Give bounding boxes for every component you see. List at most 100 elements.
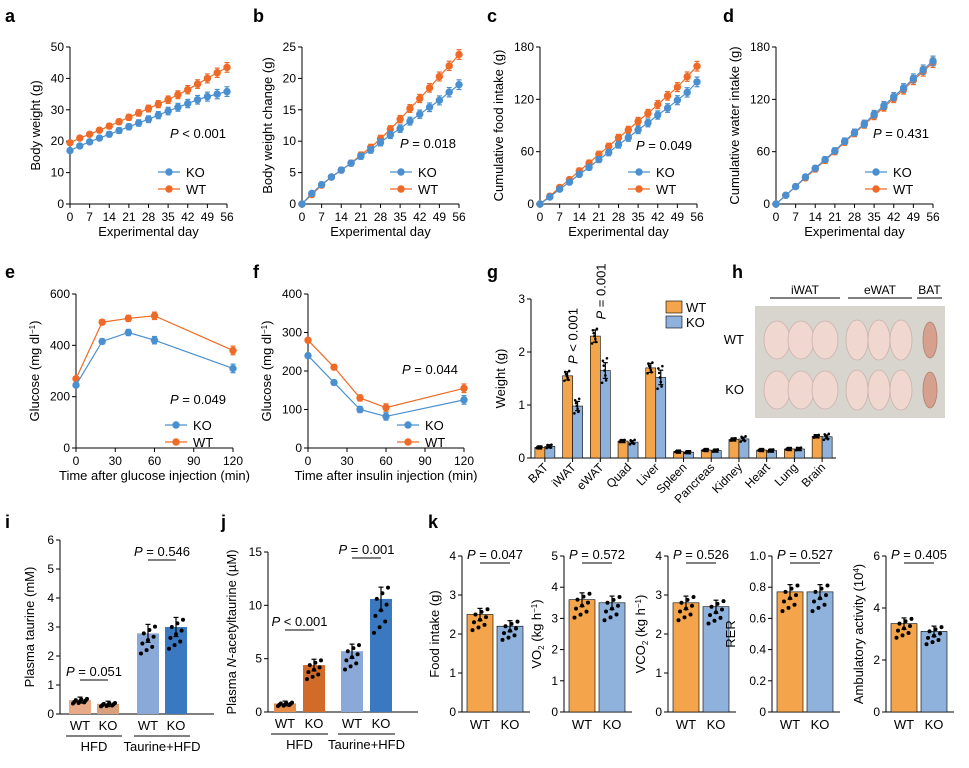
individual-point <box>290 700 294 705</box>
individual-point <box>563 379 566 383</box>
data-point-ko <box>654 111 662 119</box>
y-tick-label: 50 <box>51 40 65 54</box>
p-value: = 0.431 <box>882 126 929 141</box>
individual-point <box>144 648 149 653</box>
p-symbol: P <box>566 355 581 364</box>
individual-point <box>788 596 792 601</box>
data-point-wt <box>72 375 80 383</box>
individual-point <box>678 609 682 614</box>
individual-point <box>383 619 388 624</box>
individual-point <box>319 658 323 663</box>
individual-point <box>628 443 632 446</box>
individual-point <box>819 586 824 591</box>
x-tick-label: 7 <box>318 210 325 224</box>
category-label: WT <box>275 716 295 731</box>
legend-label: KO <box>186 165 205 180</box>
legend-marker <box>872 168 880 176</box>
individual-point <box>908 623 912 628</box>
data-point-ko <box>213 90 221 98</box>
individual-point <box>482 622 487 627</box>
p-symbol: P <box>402 362 411 377</box>
p-value-label: P = 0.526 <box>673 547 729 562</box>
data-point-ko <box>546 193 554 201</box>
p-value-label: P = 0.049 <box>636 138 692 153</box>
x-tick-label: 14 <box>103 210 117 224</box>
y-tick-label: 0 <box>57 197 64 211</box>
category-label: KO <box>603 717 622 732</box>
y-tick-label: 1 <box>47 678 54 692</box>
data-point-wt <box>66 139 74 147</box>
individual-point <box>307 663 312 668</box>
individual-point <box>816 605 821 610</box>
data-point-ko <box>455 80 463 89</box>
data-point-ko <box>396 124 404 133</box>
y-tick-label: 0 <box>289 197 296 211</box>
individual-point <box>714 610 718 615</box>
data-point-ko <box>425 103 434 111</box>
individual-point <box>927 629 932 634</box>
y-tick-label: 0 <box>518 451 525 465</box>
label-part: -acetyltaurine (µM) <box>224 550 239 659</box>
data-point-ko <box>366 146 375 154</box>
data-point-wt <box>115 118 123 126</box>
data-point-ko <box>85 138 94 146</box>
category-label: KO <box>811 717 830 732</box>
bar-wt <box>590 335 601 459</box>
label-part: ) <box>851 564 866 568</box>
data-point-ko <box>304 351 312 360</box>
individual-point <box>603 369 606 372</box>
individual-point <box>79 697 84 702</box>
y-axis-title: VO2​ (kg h−1​) <box>529 599 546 668</box>
individual-point <box>506 635 511 640</box>
category-label: KO <box>925 717 944 732</box>
data-point-ko <box>357 152 365 160</box>
individual-point <box>351 646 356 651</box>
data-point-ko <box>406 117 414 125</box>
panel-label: a <box>5 6 16 26</box>
x-tick-label: 56 <box>452 210 466 224</box>
category-label: WT <box>780 717 800 732</box>
data-point-wt <box>95 126 104 134</box>
individual-point <box>782 599 786 604</box>
label-part: (kg h <box>633 608 648 641</box>
y-tick-label: 300 <box>282 326 302 340</box>
individual-point <box>611 597 616 602</box>
panel-label: e <box>5 262 15 282</box>
y-tick-label: 10 <box>283 134 297 148</box>
data-point-wt <box>455 50 463 59</box>
data-point-wt <box>154 100 163 108</box>
legend-marker <box>404 421 412 429</box>
individual-point <box>729 439 733 442</box>
bar <box>776 591 804 713</box>
individual-point <box>515 619 520 624</box>
x-tick-label: 42 <box>651 210 665 224</box>
data-point-wt <box>673 83 682 91</box>
y-axis-title: Weight (g) <box>493 349 508 409</box>
legend-label: KO <box>686 315 705 330</box>
individual-point <box>564 372 568 376</box>
individual-point <box>178 639 183 644</box>
individual-point <box>577 397 581 401</box>
p-value-label: P = 0.405 <box>891 547 947 562</box>
y-tick-label: 30 <box>51 103 65 117</box>
legend-label: KO <box>425 418 444 433</box>
y-axis-title: Plasma N-acetyltaurine (µM) <box>224 550 239 715</box>
y-tick-label: 2 <box>655 627 662 641</box>
individual-point <box>646 372 649 375</box>
data-point-ko <box>644 119 652 127</box>
data-point-wt <box>105 122 113 130</box>
individual-point <box>810 609 815 614</box>
x-axis-title: Experimental day <box>804 224 905 239</box>
y-tick-label: 200 <box>50 390 70 404</box>
individual-point <box>306 670 311 675</box>
individual-point <box>587 591 592 596</box>
data-point-ko <box>772 200 780 208</box>
data-point-wt <box>396 115 404 123</box>
y-tick-label: 2 <box>551 643 558 657</box>
y-tick-label: 0 <box>47 707 54 721</box>
individual-point <box>716 448 720 451</box>
individual-point <box>897 621 902 626</box>
individual-point <box>575 597 580 602</box>
p-symbol: P <box>467 547 476 562</box>
bar <box>370 598 392 712</box>
